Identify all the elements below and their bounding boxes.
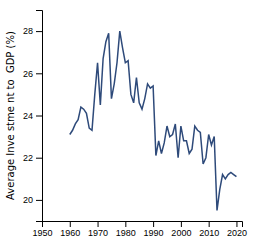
tick-label: 28 (23, 26, 33, 36)
tick-mark (36, 158, 42, 159)
tick-label: 24 (23, 111, 33, 121)
tick-mark (236, 221, 237, 227)
tick: 2000 (171, 221, 191, 238)
tick: 2010 (199, 221, 219, 238)
tick-mark (70, 221, 71, 227)
tick: 22 (23, 153, 42, 163)
tick: 20 (23, 195, 42, 205)
tick-label: 1960 (60, 228, 80, 238)
tick: 28 (23, 26, 42, 36)
tick-mark (98, 221, 99, 227)
tick-mark (181, 221, 182, 227)
tick-label: 1970 (88, 228, 108, 238)
axis-line (43, 222, 243, 228)
tick-mark (36, 200, 42, 201)
tick: 1980 (116, 221, 136, 238)
tick-label: 2020 (227, 228, 247, 238)
tick-mark (209, 221, 210, 227)
tick: 24 (23, 111, 42, 121)
tick-label: 26 (23, 69, 33, 79)
tick-label: 22 (23, 153, 33, 163)
tick-label: 1980 (116, 228, 136, 238)
tick: 1990 (144, 221, 164, 238)
tick-mark (36, 116, 42, 117)
tick: 1970 (88, 221, 108, 238)
chart: 1950196019701980199020002010202020222426… (0, 0, 254, 243)
tick: 1960 (60, 221, 80, 238)
tick-label: 1950 (32, 228, 52, 238)
tick-mark (36, 31, 42, 32)
tick: 2020 (227, 221, 247, 238)
y-axis: 20 22 24 26 28 (23, 11, 43, 222)
tick: 1950 (32, 221, 52, 238)
tick-mark (125, 221, 126, 227)
tick-mark (153, 221, 154, 227)
x-axis: 1950 1960 1970 1980 1990 2000 2010 2020 (32, 221, 246, 238)
marks (70, 31, 237, 210)
tick-label: 20 (23, 195, 33, 205)
plot: 1950196019701980199020002010202020222426… (23, 11, 247, 239)
line (70, 31, 237, 210)
tick: 26 (23, 69, 42, 79)
tick-label: 1990 (144, 228, 164, 238)
axis-line (36, 11, 43, 222)
tick-mark (36, 73, 42, 74)
tick-label: 2010 (199, 228, 219, 238)
tick-label: 2000 (171, 228, 191, 238)
y-axis-title: Average Inve stme nt to GDP (%) (5, 31, 16, 200)
